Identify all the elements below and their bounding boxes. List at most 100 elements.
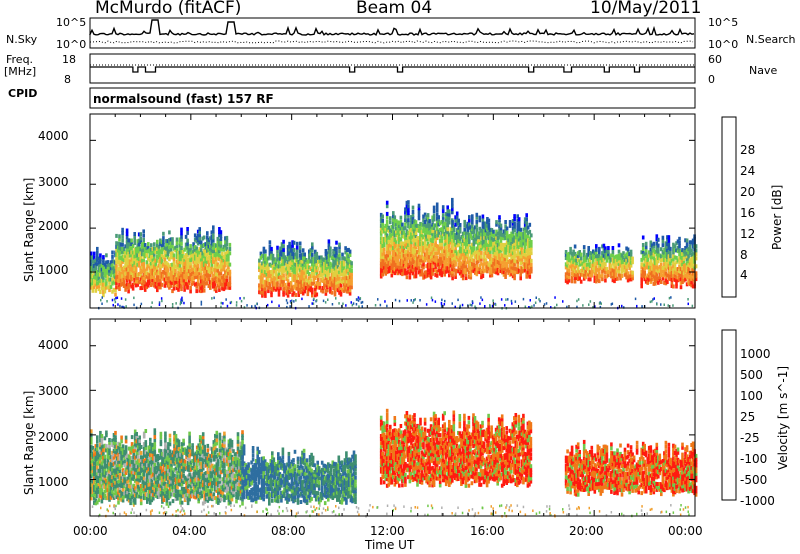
power-echo [426, 237, 430, 242]
power-echo [567, 278, 571, 283]
power-echo [437, 262, 440, 267]
velocity-echo [99, 456, 102, 461]
power-echo [219, 259, 223, 264]
power-echo [599, 266, 603, 271]
velocity-echo [123, 472, 126, 477]
power-echo [168, 279, 171, 284]
power-echo [139, 258, 142, 263]
freq-trace [90, 66, 695, 73]
power-echo [268, 240, 272, 245]
power-echo [389, 246, 392, 251]
power-echo [475, 233, 479, 238]
velocity-echo [108, 469, 111, 474]
power-echo [404, 232, 407, 237]
power-echo [499, 246, 503, 250]
power-echo [688, 261, 692, 266]
power-echo [690, 253, 693, 257]
power-echo [658, 275, 662, 280]
power-echo [660, 273, 663, 277]
power-echo [492, 265, 495, 270]
power-echo [171, 266, 174, 271]
power-echo [505, 244, 509, 249]
power-echo [493, 244, 497, 249]
power-echo [198, 271, 201, 276]
power-echo [184, 234, 188, 239]
power-echo [666, 264, 669, 269]
power-echo [348, 278, 352, 283]
power-echo [492, 246, 495, 251]
power-echo [384, 238, 387, 243]
power-echo [458, 271, 462, 276]
power-echo [444, 238, 448, 243]
power-echo [324, 249, 328, 253]
power-echo [575, 276, 578, 280]
power-echo [134, 250, 138, 255]
power-echo [90, 271, 93, 276]
velocity-echo [120, 439, 123, 444]
power-echo [145, 282, 149, 287]
power-echo [207, 244, 211, 249]
power-echo [655, 252, 659, 257]
power-echo [469, 234, 473, 239]
power-echo [143, 276, 147, 281]
power-echo [451, 230, 454, 235]
power-echo [655, 272, 659, 277]
power-echo [425, 264, 428, 269]
power-echo [169, 244, 173, 249]
power-echo [410, 240, 413, 245]
power-echo [498, 268, 501, 273]
velocity-cbar-tick: -1000 [740, 494, 775, 508]
power-echo [267, 285, 270, 290]
power-echo [429, 244, 433, 249]
power-echo [294, 252, 297, 257]
power-echo [513, 266, 516, 271]
velocity-echo [152, 496, 155, 501]
power-echo [613, 275, 616, 280]
power-echo [207, 273, 211, 278]
velocity-echo [117, 487, 120, 492]
power-echo [327, 249, 331, 254]
power-echo [195, 281, 198, 286]
velocity-echo [108, 447, 111, 452]
power-echo [124, 251, 127, 256]
power-echo [440, 246, 443, 251]
power-echo [673, 244, 677, 249]
power-echo [228, 242, 232, 247]
power-echo [137, 260, 141, 265]
power-echo [225, 238, 229, 243]
power-echo [405, 245, 409, 250]
power-echo [457, 265, 460, 270]
power-echo [451, 253, 454, 258]
power-echo-noise [200, 300, 203, 304]
power-echo [295, 264, 299, 269]
power-echo [475, 236, 479, 241]
power-echo [125, 247, 129, 252]
power-echo [292, 248, 296, 252]
velocity-echo [112, 495, 116, 500]
power-echo [466, 238, 469, 243]
power-echo [184, 245, 188, 250]
power-echo [617, 243, 621, 248]
power-echo [675, 248, 678, 253]
power-echo [566, 267, 569, 272]
power-echo [304, 274, 308, 279]
power-echo [449, 226, 453, 231]
power-echo [664, 278, 668, 283]
power-echo [277, 272, 281, 277]
power-echo [564, 250, 568, 254]
power-echo [318, 282, 322, 286]
power-echo [109, 269, 113, 274]
power-echo [468, 218, 471, 223]
power-echo-noise [481, 298, 484, 302]
velocity-echo [117, 483, 120, 488]
power-echo [432, 260, 436, 265]
power-echo [593, 255, 597, 260]
power-echo [432, 217, 436, 222]
power-echo [438, 271, 442, 276]
power-echo [280, 265, 284, 270]
power-echo [514, 266, 518, 271]
power-echo-noise [311, 302, 313, 305]
power-echo [91, 267, 95, 272]
velocity-echo [108, 440, 111, 445]
power-echo [452, 249, 456, 254]
